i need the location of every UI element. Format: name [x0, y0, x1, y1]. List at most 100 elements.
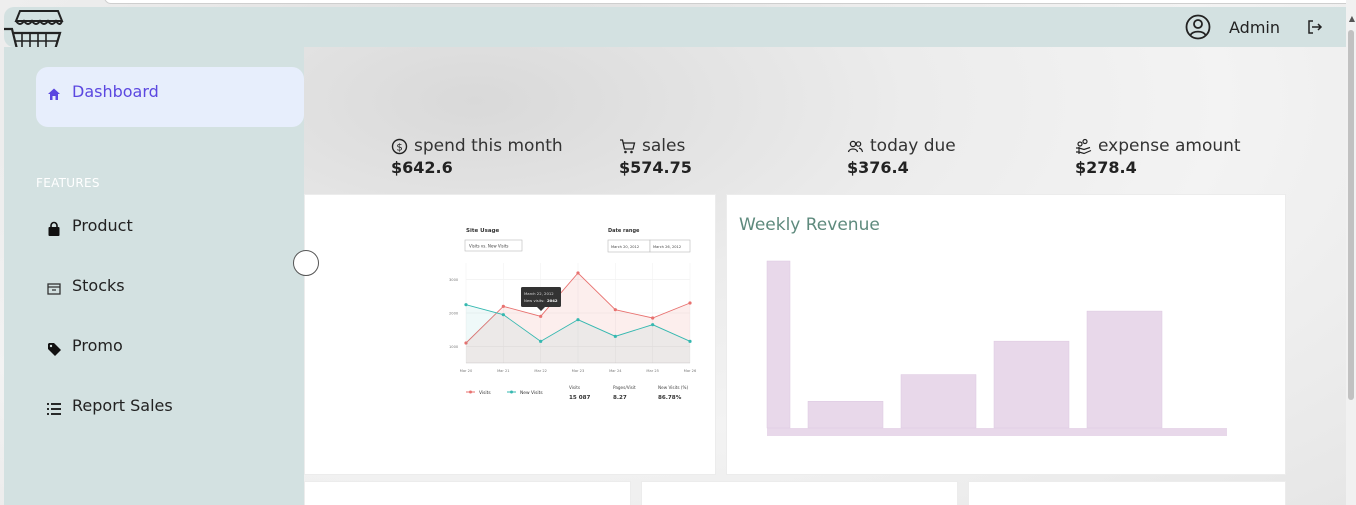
stat-newvisits-value: 86.78% — [658, 395, 682, 401]
data-point[interactable] — [539, 314, 543, 318]
stat-visits-value: 15 087 — [569, 395, 591, 401]
data-point[interactable] — [613, 308, 617, 312]
address-bar[interactable] — [104, 0, 1354, 4]
x-tick-label: Mar 22 — [534, 369, 547, 373]
sidebar-item-stocks[interactable]: Stocks — [46, 273, 125, 297]
series-area-visits — [466, 273, 690, 363]
cart-icon — [620, 138, 636, 153]
bottom-card-3 — [968, 481, 1286, 505]
sidebar-item-label: Dashboard — [72, 81, 159, 101]
stat-sales: sales $574.75 — [619, 136, 692, 177]
bag-icon — [46, 221, 62, 237]
sidebar-item-label: Product — [72, 215, 133, 235]
sidebar-item-label: Stocks — [72, 275, 125, 295]
bottom-card-2 — [641, 481, 958, 505]
stat-spend: $ spend this month $642.6 — [391, 136, 563, 177]
dollar-circle-icon: $ — [391, 138, 408, 154]
data-point[interactable] — [464, 303, 468, 307]
weekly-revenue-card: Weekly Revenue — [726, 194, 1286, 475]
data-point[interactable] — [688, 301, 692, 305]
series-area-new-visits — [466, 304, 690, 363]
series-selector[interactable] — [464, 239, 523, 252]
logout-icon[interactable] — [1306, 18, 1324, 36]
stat-value: $278.4 — [1075, 158, 1137, 177]
weekly-revenue-chart — [766, 260, 1227, 436]
stat-value: $642.6 — [391, 158, 453, 177]
bar[interactable] — [1086, 310, 1163, 429]
stat-today-due: today due $376.4 — [847, 136, 956, 177]
site-usage-card: Site Usage Visits vs. New Visits Date ra… — [304, 194, 716, 475]
date-from: March 20, 2012 — [611, 245, 639, 249]
scroll-up-icon[interactable]: ▲ — [1348, 14, 1355, 23]
sidebar-toggle[interactable] — [293, 250, 319, 276]
x-tick-label: Mar 25 — [646, 369, 659, 373]
svg-text:$: $ — [396, 142, 402, 153]
user-name[interactable]: Admin — [1229, 17, 1280, 37]
sidebar-item-dashboard[interactable] — [36, 67, 304, 127]
x-tick-label: Mar 24 — [609, 369, 622, 373]
hand-coins-icon — [1076, 138, 1092, 154]
sidebar-item-label: Report Sales — [72, 395, 173, 415]
list-icon — [46, 401, 62, 417]
tooltip-label: New visits: — [524, 298, 545, 303]
data-point[interactable] — [576, 271, 580, 275]
stat-visits-label: Visits — [569, 385, 580, 390]
data-point[interactable] — [539, 339, 543, 343]
x-axis-bar — [767, 428, 1227, 436]
y-tick-label: 2000 — [449, 312, 459, 316]
stat-label: today due — [870, 136, 956, 156]
tag-icon — [46, 341, 62, 357]
sidebar-item-promo[interactable]: Promo — [46, 333, 123, 357]
data-point[interactable] — [576, 318, 580, 322]
data-point[interactable] — [464, 341, 468, 345]
tooltip-value: 2042 — [547, 298, 558, 303]
legend-new-visits-dot — [510, 390, 513, 394]
stat-expense: expense amount $278.4 — [1075, 136, 1241, 177]
series-selector-label: Visits vs. New Visits — [469, 244, 508, 249]
sidebar-item-label: Promo — [72, 335, 123, 355]
y-tick-label: 1000 — [449, 345, 459, 349]
bar[interactable] — [900, 374, 977, 429]
section-label: FEATURES — [36, 176, 100, 190]
site-usage-chart: Site Usage Visits vs. New Visits Date ra… — [449, 228, 697, 401]
legend-new-visits: New Visits — [520, 390, 543, 396]
scrollbar[interactable]: ▲ — [1346, 0, 1356, 505]
stat-value: $574.75 — [619, 158, 692, 177]
data-point[interactable] — [651, 316, 655, 320]
bar[interactable] — [807, 401, 884, 429]
sidebar-item-report-sales[interactable]: Report Sales — [46, 393, 173, 417]
bottom-card-1 — [304, 481, 631, 505]
stat-pages-label: Pages/Visit — [613, 385, 636, 390]
bar[interactable] — [993, 340, 1070, 429]
user-menu[interactable]: Admin — [1185, 14, 1324, 40]
date-to-field[interactable] — [649, 239, 691, 253]
data-point[interactable] — [501, 304, 505, 308]
bar[interactable] — [766, 260, 791, 429]
top-bar: Admin — [4, 7, 1346, 47]
tooltip-date: March 22, 2012 — [524, 291, 554, 296]
data-point[interactable] — [651, 323, 655, 327]
user-circle-icon[interactable] — [1185, 14, 1211, 40]
sidebar-item-product[interactable]: Product — [46, 213, 133, 237]
tooltip-arrow — [537, 307, 545, 311]
legend-visits-dot — [469, 390, 472, 394]
stat-label: spend this month — [414, 136, 563, 156]
stat-value: $376.4 — [847, 158, 909, 177]
stat-label: expense amount — [1098, 136, 1241, 156]
data-point[interactable] — [688, 339, 692, 343]
tooltip-box — [521, 287, 561, 307]
data-point[interactable] — [501, 313, 505, 317]
y-tick-label: 3000 — [449, 278, 459, 282]
x-tick-label: Mar 21 — [497, 369, 510, 373]
data-point[interactable] — [613, 334, 617, 338]
sidebar: Dashboard FEATURES Product Stocks Promo … — [4, 47, 304, 505]
date-range-label: Date range — [608, 228, 640, 234]
stat-pages-value: 8.27 — [613, 395, 627, 401]
scroll-thumb[interactable] — [1348, 30, 1354, 400]
stat-newvisits-label: New Visits (%) — [658, 385, 689, 390]
x-tick-label: Mar 20 — [460, 369, 473, 373]
sidebar-item-dashboard-row[interactable]: Dashboard — [46, 80, 159, 102]
stat-label: sales — [642, 136, 686, 156]
x-tick-label: Mar 26 — [684, 369, 697, 373]
site-usage-title: Site Usage — [466, 228, 500, 234]
